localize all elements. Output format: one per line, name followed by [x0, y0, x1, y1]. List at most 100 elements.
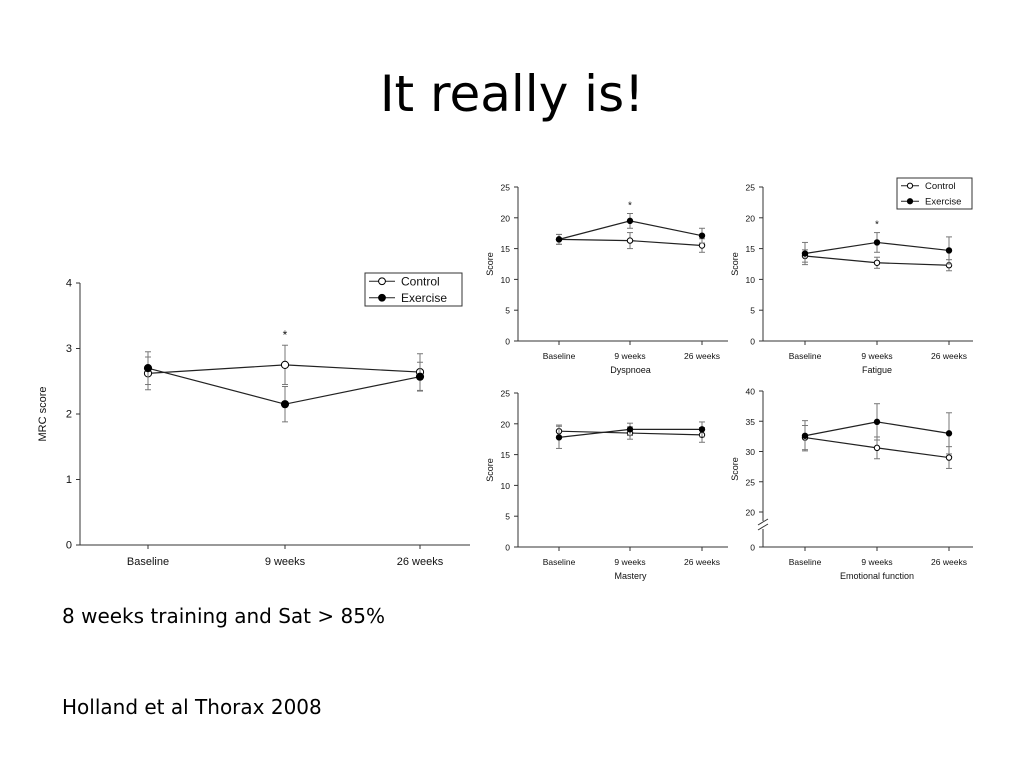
data-point-exercise	[873, 418, 881, 426]
x-tick-label: 9 weeks	[614, 351, 645, 361]
legend-label: Exercise	[401, 291, 447, 305]
data-point-exercise	[280, 400, 290, 409]
data-point-exercise	[626, 217, 634, 225]
series-line-control	[804, 436, 950, 459]
y-tick-label: 5	[750, 306, 755, 316]
x-tick-label: Baseline	[543, 351, 576, 361]
y-tick-label: 0	[505, 337, 510, 347]
data-point-control	[801, 434, 809, 441]
data-point-control	[626, 429, 634, 437]
series-line-exercise	[558, 428, 702, 438]
data-point-control	[280, 360, 290, 369]
y-tick-label: 20	[746, 213, 756, 223]
data-point-exercise	[415, 372, 425, 381]
legend-marker	[906, 182, 914, 189]
y-tick-label: 20	[501, 213, 511, 223]
series-line-exercise	[558, 220, 703, 240]
series-line-control	[147, 364, 421, 374]
y-axis-label: Score	[730, 252, 740, 276]
y-axis-label: MRC score	[37, 386, 49, 441]
y-tick-label: 25	[501, 183, 511, 193]
x-axis-label: Mastery	[614, 571, 647, 581]
y-tick-label: 10	[501, 481, 511, 491]
y-tick-label: 0	[750, 543, 755, 553]
data-point-exercise	[801, 250, 809, 257]
x-tick-label: Baseline	[127, 556, 169, 568]
x-axis-label: Emotional function	[840, 571, 914, 581]
data-point-control	[801, 252, 809, 260]
y-tick-label: 2	[66, 409, 72, 421]
y-tick-label: 5	[505, 306, 510, 316]
y-tick-label: 10	[746, 275, 756, 285]
y-tick-label: 20	[746, 508, 756, 518]
significance-marker: *	[628, 200, 632, 211]
legend-marker	[378, 277, 386, 286]
data-point-exercise	[945, 430, 953, 437]
axis-break-mark	[757, 518, 769, 526]
legend-label: Exercise	[925, 197, 961, 208]
series-line-exercise	[147, 367, 421, 405]
data-point-control	[698, 431, 706, 439]
x-axis-label: Fatigue	[862, 365, 892, 375]
data-point-exercise	[143, 364, 153, 373]
series-line-control	[558, 430, 703, 436]
data-point-control	[555, 236, 563, 243]
y-tick-label: 35	[746, 417, 756, 427]
y-tick-label: 4	[66, 278, 72, 290]
series-line-exercise	[804, 421, 950, 437]
legend-box	[364, 272, 463, 307]
legend-box	[896, 177, 973, 210]
x-tick-label: 26 weeks	[931, 557, 967, 567]
y-tick-label: 15	[746, 244, 756, 254]
x-tick-label: 26 weeks	[397, 556, 444, 568]
series-line-control	[804, 255, 950, 266]
series-line-control	[558, 238, 703, 247]
data-point-control	[945, 454, 953, 461]
slide-title: It really is!	[379, 65, 645, 123]
y-tick-label: 0	[750, 337, 755, 347]
y-tick-label: 25	[501, 389, 511, 399]
x-tick-label: 26 weeks	[684, 351, 720, 361]
series-line-exercise	[804, 241, 950, 255]
data-point-control	[143, 369, 153, 378]
legend-label: Control	[401, 274, 440, 288]
data-point-control	[626, 237, 634, 244]
x-tick-label: 26 weeks	[931, 351, 967, 361]
y-tick-label: 30	[746, 447, 756, 457]
legend-label: Control	[925, 181, 956, 192]
axis-break-mark	[757, 523, 769, 531]
data-point-exercise	[555, 236, 563, 243]
x-tick-label: Baseline	[789, 351, 822, 361]
y-axis-label: Score	[485, 252, 495, 276]
x-tick-label: 26 weeks	[684, 557, 720, 567]
data-point-exercise	[626, 426, 634, 433]
x-tick-label: 9 weeks	[861, 351, 892, 361]
x-tick-label: Baseline	[543, 557, 576, 567]
data-point-exercise	[555, 434, 563, 441]
y-tick-label: 40	[746, 387, 756, 397]
caption-training: 8 weeks training and Sat > 85%	[62, 604, 385, 628]
y-tick-label: 3	[66, 343, 72, 355]
y-tick-label: 10	[501, 275, 511, 285]
y-tick-label: 0	[66, 540, 72, 552]
caption-citation: Holland et al Thorax 2008	[62, 695, 322, 719]
x-tick-label: 9 weeks	[614, 557, 645, 567]
y-tick-label: 15	[501, 450, 511, 460]
x-tick-label: 9 weeks	[265, 556, 306, 568]
data-point-control	[873, 444, 881, 452]
y-tick-label: 20	[501, 419, 511, 429]
x-tick-label: Baseline	[789, 557, 822, 567]
data-point-exercise	[698, 232, 706, 239]
data-point-control	[415, 367, 425, 377]
legend-marker	[906, 198, 914, 205]
y-tick-label: 5	[505, 512, 510, 522]
x-tick-label: 9 weeks	[861, 557, 892, 567]
y-tick-label: 1	[66, 474, 72, 486]
significance-marker: *	[283, 328, 288, 342]
y-tick-label: 0	[505, 543, 510, 553]
x-axis-label: Dyspnoea	[610, 365, 651, 375]
y-tick-label: 15	[501, 244, 511, 254]
legend-marker	[378, 293, 386, 302]
data-point-control	[873, 259, 881, 266]
data-point-control	[698, 242, 706, 249]
